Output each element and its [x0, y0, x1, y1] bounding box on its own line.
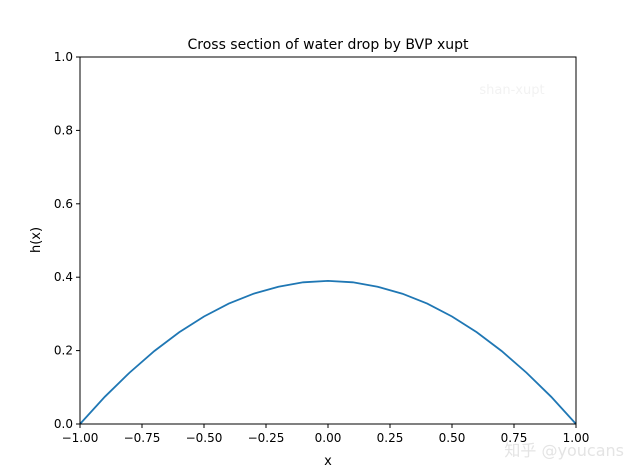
- x-tick-label: 0.25: [377, 431, 404, 445]
- site-watermark: 知乎 @youcans: [504, 441, 624, 460]
- y-tick-label: 0.6: [54, 197, 73, 211]
- x-tick-label: 1.00: [563, 431, 590, 445]
- y-tick-label: 0.0: [54, 417, 73, 431]
- chart-title: Cross section of water drop by BVP xupt: [187, 37, 469, 53]
- y-tick-label: 1.0: [54, 50, 73, 64]
- x-tick-label: 0.75: [501, 431, 528, 445]
- series-line-h: [79, 279, 577, 425]
- y-tick-label: 0.8: [54, 123, 73, 137]
- y-tick-label: 0.4: [54, 270, 73, 284]
- x-tick-label: −0.25: [248, 431, 285, 445]
- x-tick-label: −0.50: [186, 431, 223, 445]
- x-tick-label: −0.75: [124, 431, 161, 445]
- x-tick-label: 0.00: [315, 431, 342, 445]
- annotation-watermark: shan-xupt: [479, 83, 544, 98]
- x-tick-label: −1.00: [62, 431, 99, 445]
- y-tick-label: 0.2: [54, 344, 73, 358]
- x-tick-label: 0.50: [439, 431, 466, 445]
- x-axis-label: x: [324, 454, 332, 469]
- y-axis-label: h(x): [29, 227, 44, 253]
- plot-frame: [79, 56, 577, 425]
